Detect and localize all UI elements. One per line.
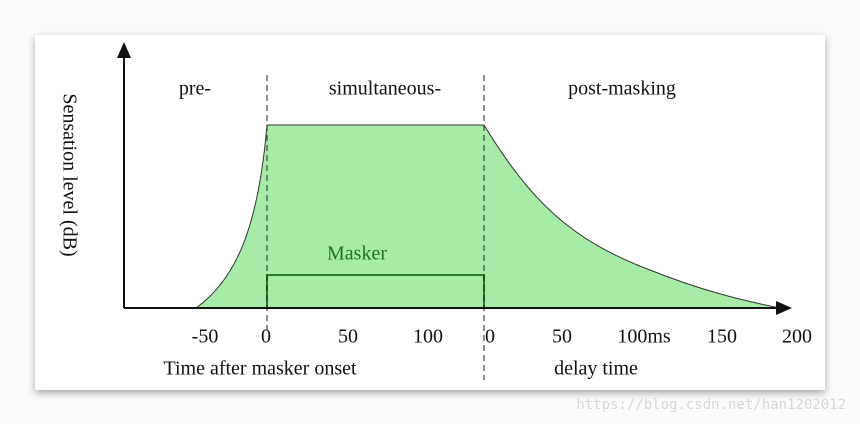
watermark: https://blog.csdn.net/han1202012 [576, 397, 846, 413]
tick-label: 0 [261, 326, 271, 348]
axis-label: Time after masker onset [163, 358, 357, 380]
region-label: simultaneous- [329, 78, 441, 100]
region-label: post-masking [568, 78, 676, 100]
tick-label: 50 [552, 326, 572, 348]
tick-label: 100 [413, 326, 443, 348]
tick-label: -50 [192, 326, 219, 348]
tick-label: 200 [782, 326, 812, 348]
arrow [776, 301, 792, 315]
region-label: pre- [179, 78, 211, 100]
tick-label: 100ms [617, 326, 671, 348]
masker-label: Masker [327, 243, 387, 265]
y-axis-label: Sensation level (dB) [58, 93, 80, 256]
tick-label: 0 [485, 326, 495, 348]
tick-label: 50 [338, 326, 358, 348]
arrow [117, 42, 131, 58]
masking-area [194, 124, 781, 309]
axis-label: delay time [554, 358, 638, 380]
tick-label: 150 [707, 326, 737, 348]
